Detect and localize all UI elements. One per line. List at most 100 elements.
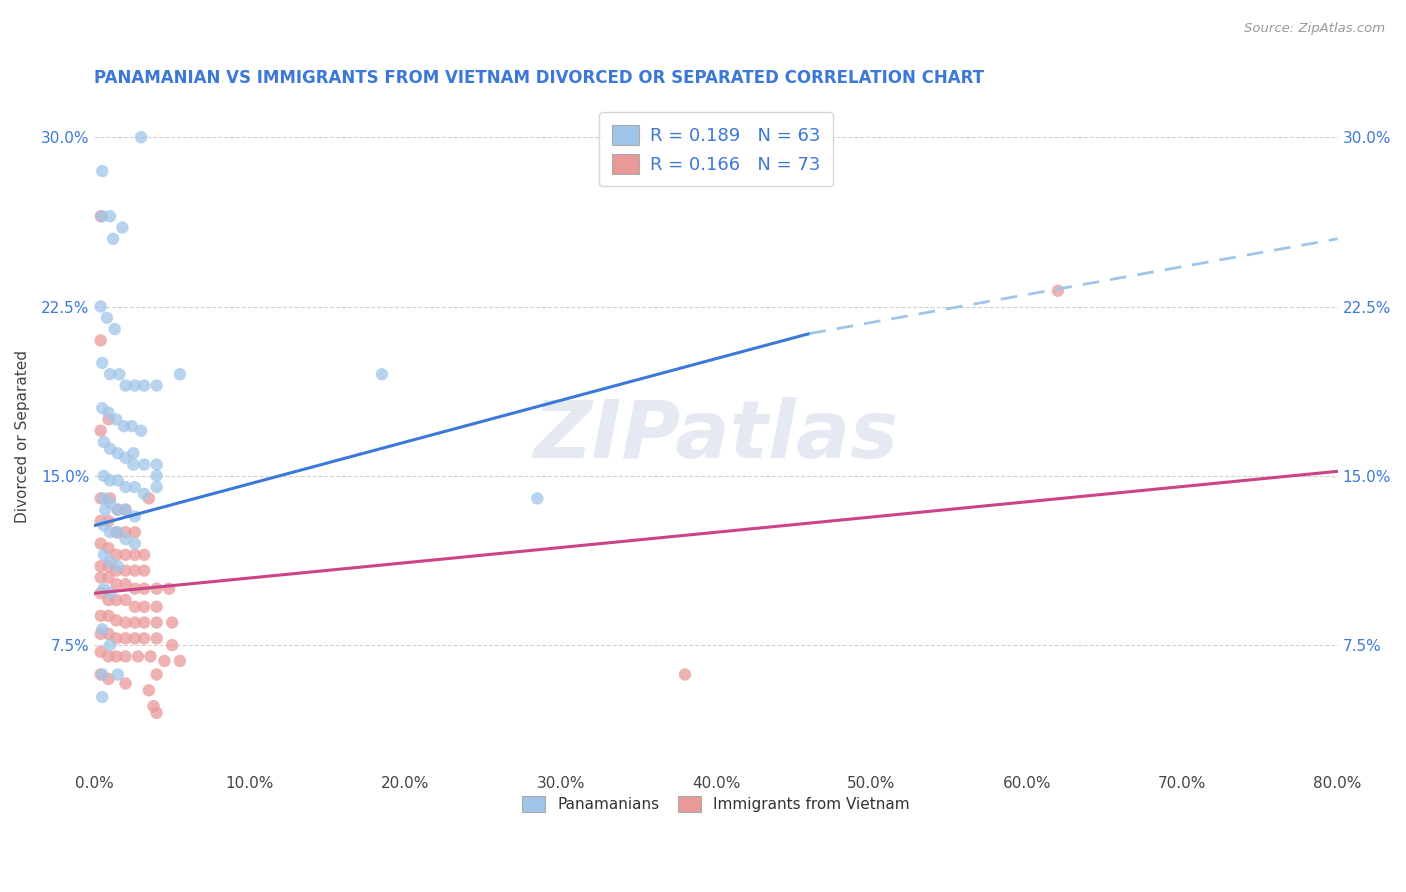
Point: [169, 368, 191, 382]
Point: [107, 502, 129, 516]
Point: [105, 632, 128, 646]
Point: [111, 220, 134, 235]
Point: [114, 525, 136, 540]
Point: [138, 683, 160, 698]
Point: [124, 525, 146, 540]
Point: [90, 300, 112, 314]
Point: [98, 442, 121, 456]
Point: [97, 627, 120, 641]
Point: [98, 474, 121, 488]
Point: [134, 582, 156, 596]
Point: [145, 599, 167, 614]
Point: [145, 615, 167, 630]
Point: [91, 401, 114, 416]
Point: [93, 518, 115, 533]
Point: [93, 491, 115, 506]
Point: [124, 548, 146, 562]
Point: [160, 638, 183, 652]
Point: [97, 406, 120, 420]
Point: [160, 615, 183, 630]
Point: [114, 502, 136, 516]
Point: [107, 559, 129, 574]
Point: [97, 672, 120, 686]
Point: [134, 564, 156, 578]
Point: [124, 615, 146, 630]
Legend: Panamanians, Immigrants from Vietnam: Panamanians, Immigrants from Vietnam: [513, 787, 920, 822]
Point: [157, 582, 180, 596]
Point: [124, 536, 146, 550]
Point: [169, 654, 191, 668]
Point: [105, 593, 128, 607]
Point: [98, 491, 121, 506]
Point: [124, 632, 146, 646]
Point: [107, 525, 129, 540]
Point: [97, 559, 120, 574]
Point: [97, 593, 120, 607]
Point: [105, 548, 128, 562]
Point: [145, 468, 167, 483]
Point: [98, 368, 121, 382]
Point: [90, 645, 112, 659]
Point: [97, 649, 120, 664]
Point: [134, 615, 156, 630]
Point: [138, 491, 160, 506]
Point: [114, 649, 136, 664]
Point: [145, 632, 167, 646]
Point: [98, 555, 121, 569]
Point: [371, 368, 394, 382]
Point: [134, 548, 156, 562]
Point: [124, 378, 146, 392]
Point: [93, 548, 115, 562]
Point: [105, 613, 128, 627]
Point: [124, 582, 146, 596]
Point: [114, 676, 136, 690]
Point: [114, 450, 136, 465]
Point: [1046, 284, 1069, 298]
Point: [90, 570, 112, 584]
Point: [105, 577, 128, 591]
Point: [97, 570, 120, 584]
Point: [124, 480, 146, 494]
Point: [93, 434, 115, 449]
Y-axis label: Divorced or Separated: Divorced or Separated: [15, 350, 30, 523]
Point: [98, 586, 121, 600]
Point: [104, 322, 127, 336]
Point: [101, 232, 124, 246]
Point: [124, 599, 146, 614]
Point: [114, 378, 136, 392]
Point: [97, 608, 120, 623]
Point: [114, 593, 136, 607]
Point: [114, 480, 136, 494]
Point: [153, 654, 176, 668]
Point: [139, 649, 162, 664]
Point: [90, 559, 112, 574]
Point: [98, 525, 121, 540]
Text: PANAMANIAN VS IMMIGRANTS FROM VIETNAM DIVORCED OR SEPARATED CORRELATION CHART: PANAMANIAN VS IMMIGRANTS FROM VIETNAM DI…: [94, 69, 984, 87]
Point: [90, 667, 112, 681]
Point: [97, 541, 120, 555]
Point: [90, 491, 112, 506]
Point: [91, 623, 114, 637]
Point: [105, 564, 128, 578]
Point: [134, 458, 156, 472]
Point: [129, 424, 152, 438]
Point: [122, 458, 145, 472]
Point: [145, 667, 167, 681]
Point: [129, 130, 152, 145]
Point: [91, 667, 114, 681]
Point: [122, 446, 145, 460]
Point: [107, 446, 129, 460]
Point: [124, 509, 146, 524]
Point: [97, 412, 120, 426]
Point: [145, 378, 167, 392]
Point: [134, 487, 156, 501]
Point: [105, 649, 128, 664]
Point: [107, 667, 129, 681]
Point: [114, 577, 136, 591]
Point: [114, 564, 136, 578]
Point: [145, 480, 167, 494]
Point: [94, 502, 117, 516]
Point: [107, 502, 129, 516]
Point: [105, 412, 128, 426]
Text: Source: ZipAtlas.com: Source: ZipAtlas.com: [1244, 22, 1385, 36]
